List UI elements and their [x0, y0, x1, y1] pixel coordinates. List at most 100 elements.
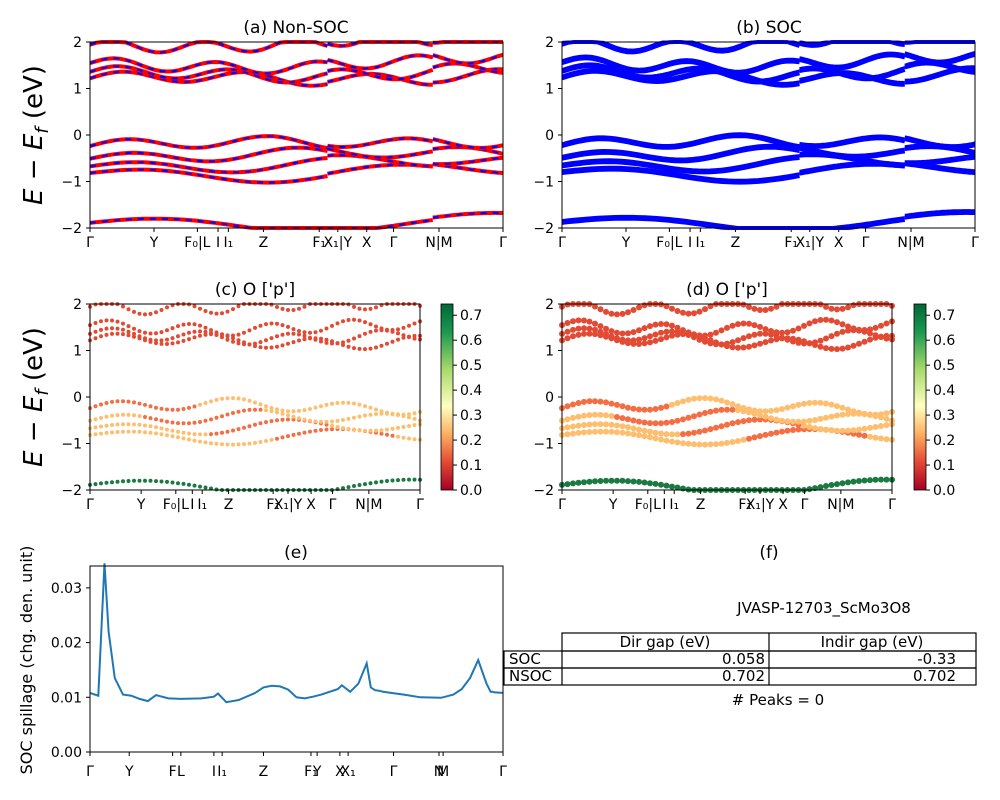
projection-point: [368, 322, 373, 327]
projection-point: [115, 326, 120, 331]
band-line-blue: [561, 154, 800, 172]
projection-point: [575, 422, 582, 429]
projection-point: [641, 335, 648, 342]
ylabel-middle: E − Ef (eV): [19, 327, 53, 467]
projection-point: [253, 440, 257, 445]
band-line-blue: [561, 156, 800, 175]
x-tick-label: M: [437, 764, 449, 780]
projection-point: [867, 477, 873, 484]
projection-point: [132, 309, 136, 314]
projection-point: [99, 319, 103, 324]
colorbar-tick-label: 0.0: [933, 483, 955, 499]
panel-e: 0.030.020.010.00 Γ Y F L I I₁ Z F₁Y XX₁ Γ NM Γ: [51, 563, 507, 780]
projection-point: [674, 439, 681, 446]
projection-point: [592, 478, 598, 485]
x-tick-label: Z: [259, 764, 269, 780]
projection-point: [363, 331, 367, 336]
projection-point: [735, 407, 741, 414]
y-tick-label: 0: [545, 390, 554, 406]
projection-point: [806, 424, 813, 430]
projection-point: [159, 338, 164, 343]
projection-point: [663, 403, 670, 410]
x-tick-label: I: [688, 235, 692, 251]
projection-point: [680, 485, 686, 492]
projection-point: [867, 424, 873, 431]
projection-point: [407, 335, 411, 340]
projection-point: [357, 428, 362, 433]
projection-point: [669, 431, 675, 438]
projection-point: [597, 306, 604, 313]
projection-point: [883, 335, 890, 342]
projection-point: [165, 305, 169, 310]
projection-point: [647, 434, 653, 441]
y-tick-label: −1: [533, 437, 554, 453]
x-tick-label: Y: [136, 497, 146, 513]
projection-point: [625, 478, 631, 485]
projection-point: [762, 330, 769, 337]
projection-point: [597, 478, 604, 484]
x-tick-label: F₀|L: [656, 235, 682, 251]
projection-point: [236, 338, 241, 343]
projection-point: [575, 400, 582, 406]
projection-point: [806, 400, 813, 406]
projection-point: [669, 483, 675, 490]
projection-point: [867, 433, 873, 440]
projection-point: [636, 432, 642, 439]
projection-point: [685, 329, 692, 336]
projection-point: [247, 441, 252, 446]
projection-point: [335, 425, 340, 429]
projection-point: [834, 330, 840, 337]
projection-point: [839, 345, 846, 352]
colorbar-tick-label: 0.0: [460, 483, 482, 499]
projection-point: [883, 415, 890, 422]
projection-point: [346, 485, 351, 490]
projection-point: [779, 329, 785, 336]
projection-point: [867, 411, 873, 418]
x-tick-label: N|M: [425, 235, 452, 251]
projection-point: [652, 337, 659, 344]
projection-point: [258, 340, 263, 345]
projection-point: [286, 434, 290, 439]
projection-point: [751, 342, 758, 349]
projection-point: [850, 325, 857, 332]
projection-point: [126, 307, 131, 312]
projection-point: [718, 397, 725, 404]
projection-point: [570, 480, 576, 487]
projection-point: [264, 404, 268, 409]
projection-point: [636, 304, 642, 311]
projection-point: [762, 326, 769, 333]
band-line-blue: [799, 65, 906, 79]
x-tick-label: Γ: [416, 497, 424, 513]
projection-point: [313, 405, 318, 410]
band-line-blue: [799, 136, 906, 149]
projection-point: [121, 304, 125, 309]
projection-point: [619, 415, 626, 422]
projection-point: [214, 311, 219, 316]
projection-point: [663, 437, 670, 444]
projection-point: [275, 407, 279, 412]
projection-point: [396, 425, 400, 430]
projection-point: [374, 428, 378, 433]
projection-point: [625, 430, 631, 437]
projection-point: [603, 325, 609, 332]
projection-point: [137, 334, 142, 339]
projection-point: [407, 415, 411, 420]
projection-point: [861, 432, 868, 439]
projection-point: [368, 346, 373, 351]
projection-point: [236, 396, 241, 401]
projection-point: [187, 330, 191, 335]
x-tick-label: Γ: [971, 235, 979, 251]
projection-point: [735, 438, 741, 444]
projection-point: [341, 319, 345, 324]
projection-point: [801, 418, 807, 425]
x-tick-label: Γ: [86, 235, 94, 251]
projection-point: [773, 429, 780, 436]
projection-point: [110, 331, 114, 336]
projection-point: [269, 302, 274, 307]
projection-point: [619, 336, 626, 343]
projection-point: [198, 484, 202, 489]
projection-point: [762, 339, 769, 346]
projection-point: [176, 407, 180, 412]
